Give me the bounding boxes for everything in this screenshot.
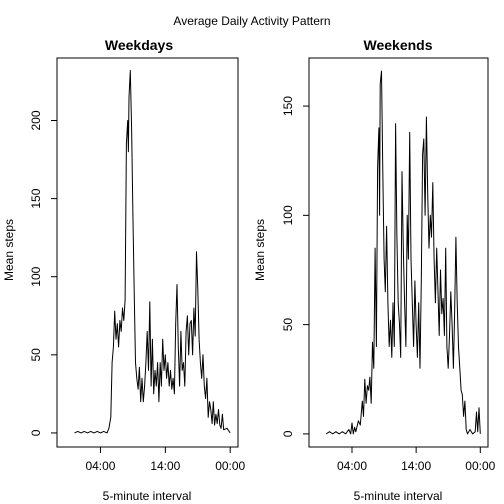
weekdays-y-tick-label: 50 — [29, 348, 43, 362]
weekdays-ylabel: Mean steps — [2, 219, 16, 281]
weekdays-x-tick-label: 04:00 — [85, 459, 115, 473]
weekdays-activity-line — [74, 70, 231, 434]
weekends-y-tick-label: 0 — [281, 430, 295, 437]
weekends-x-tick-label: 14:00 — [401, 459, 431, 473]
weekdays-x-tick-label: 00:00 — [215, 459, 245, 473]
weekdays-y-tick-label: 0 — [29, 429, 43, 436]
weekdays-xlabel: 5-minute interval — [103, 489, 192, 503]
weekdays-panel: Weekdays 5-minute interval Mean steps 0 5… — [2, 37, 246, 503]
weekends-y-tick-label: 150 — [281, 96, 295, 116]
weekends-x-tick-label: 00:00 — [465, 459, 495, 473]
weekends-x-tick-label: 04:00 — [337, 459, 367, 473]
weekends-activity-line — [326, 70, 481, 435]
weekends-panel: Weekends 5-minute interval Mean steps 0 5… — [253, 37, 496, 503]
weekends-plot-frame — [308, 57, 489, 448]
weekdays-plot-frame — [56, 57, 239, 448]
weekends-y-tick-label: 100 — [281, 205, 295, 225]
weekdays-y-tick-label: 150 — [29, 188, 43, 208]
weekdays-title: Weekdays — [105, 37, 173, 53]
weekdays-x-tick-label: 14:00 — [150, 459, 180, 473]
weekdays-y-tick-label: 100 — [29, 266, 43, 286]
figure-title: Average Daily Activity Pattern — [173, 14, 330, 28]
weekdays-y-tick-label: 200 — [29, 110, 43, 130]
weekends-ylabel: Mean steps — [253, 219, 267, 281]
weekends-y-tick-label: 50 — [281, 318, 295, 332]
weekends-xlabel: 5-minute interval — [354, 489, 443, 503]
weekends-title: Weekends — [364, 37, 433, 53]
